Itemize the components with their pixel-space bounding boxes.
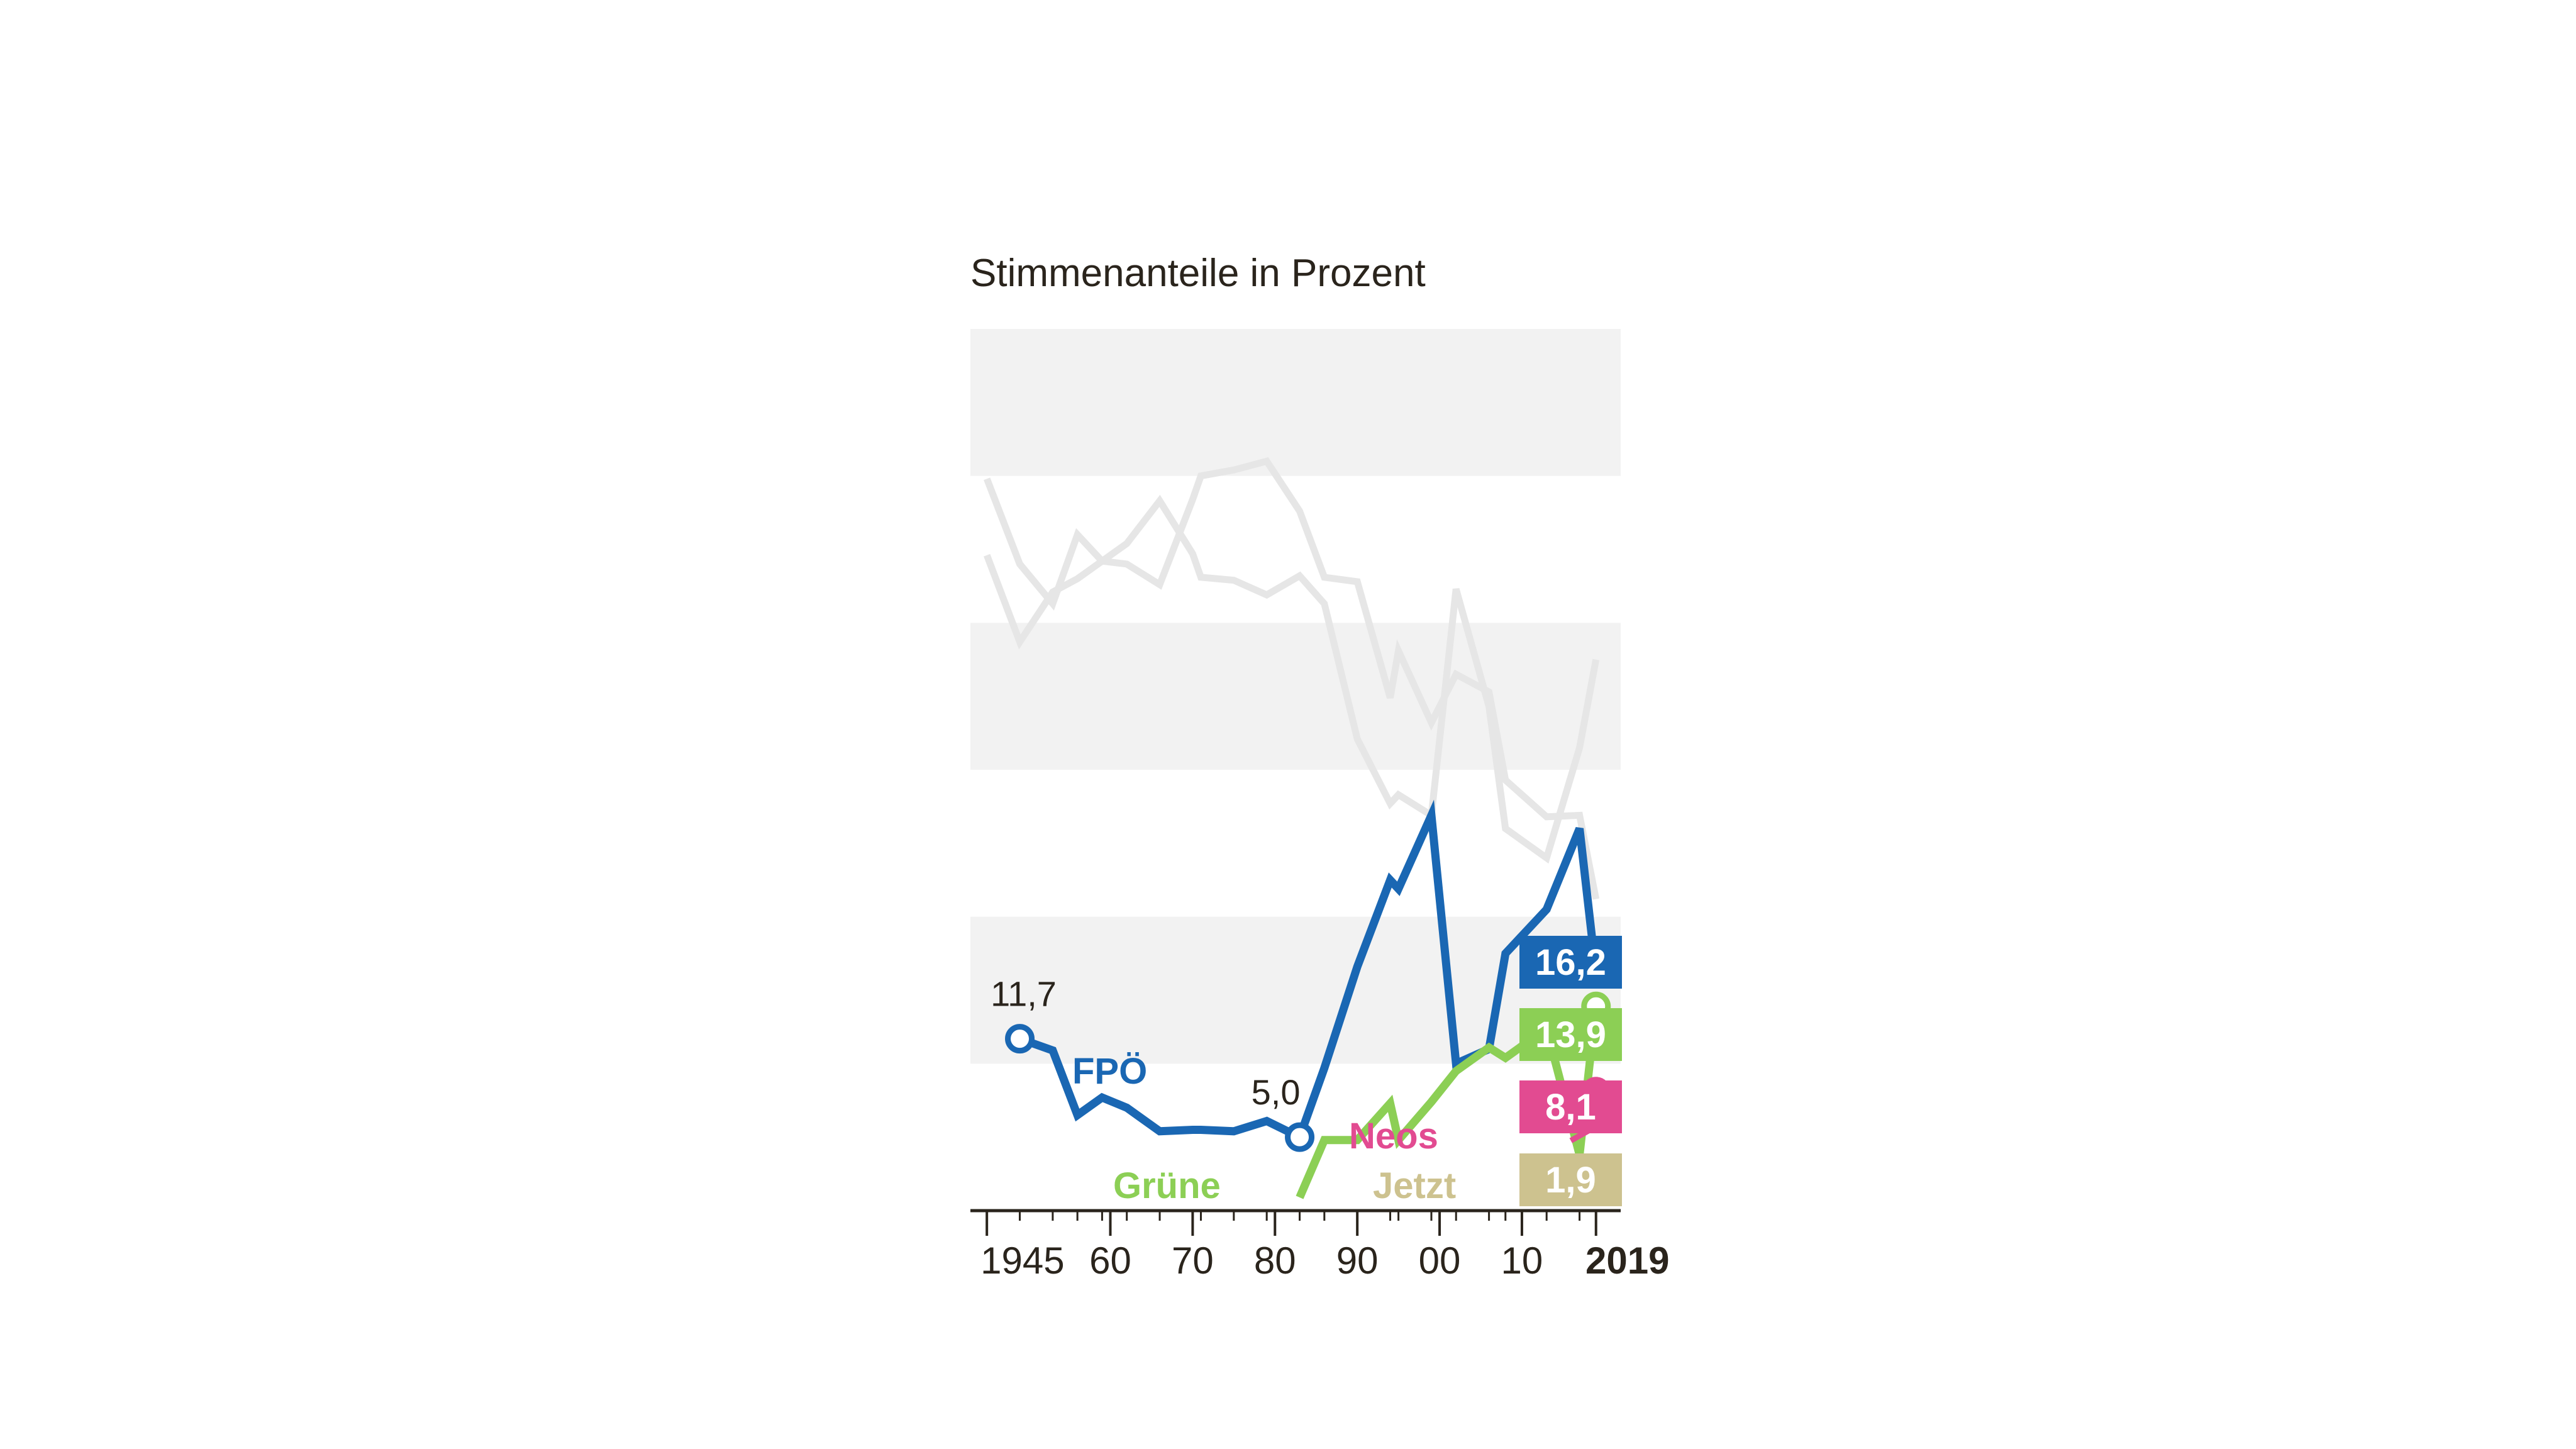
x-tick-label: 80: [1254, 1240, 1296, 1282]
x-tick-label: 1945: [980, 1240, 1064, 1282]
series-line-fpö: [1018, 799, 1601, 1143]
end-value-fpoe: 16,2: [1535, 942, 1606, 983]
x-tick-label: 60: [1089, 1240, 1131, 1282]
x-tick-label: 00: [1419, 1240, 1461, 1282]
context-lines: [984, 457, 1600, 900]
fpo-1983-value: 5,0: [1252, 1072, 1301, 1112]
end-value-box-jetzt: [1519, 1153, 1622, 1206]
x-tick-label: 90: [1336, 1240, 1379, 1282]
end-value-box-gruene: [1519, 1008, 1622, 1061]
end-value-jetzt: 1,9: [1545, 1160, 1596, 1201]
fpo-start-marker: [1005, 1024, 1035, 1054]
grid-band: [970, 329, 1621, 476]
context-series-line: [984, 457, 1600, 900]
fpo-1983-marker: [1285, 1122, 1315, 1152]
end-value-gruene: 13,9: [1535, 1014, 1606, 1055]
end-value-box-fpoe: [1519, 936, 1622, 989]
end-value-neos: 8,1: [1545, 1087, 1596, 1128]
grid-band: [970, 623, 1621, 770]
series-label-fpoe: FPÖ: [1072, 1051, 1147, 1092]
x-tick-label: 10: [1501, 1240, 1543, 1282]
chart-labels: 11,7 5,0 FPÖ Grüne Neos Jetzt 16,2 13,9 8,1 1,9: [991, 936, 1622, 1206]
x-axis: 1945 60 70 80 90 00 10 2019: [970, 1209, 1669, 1282]
fpo-start-value: 11,7: [991, 974, 1057, 1014]
x-tick-label: 70: [1172, 1240, 1214, 1282]
chart-title: Stimmenanteile in Prozent: [970, 252, 1426, 295]
series-label-jetzt: Jetzt: [1373, 1165, 1456, 1206]
x-tick-label: 2019: [1585, 1240, 1669, 1282]
context-series-line: [984, 477, 1600, 864]
series-label-neos: Neos: [1349, 1116, 1438, 1157]
series-label-gruene: Grüne: [1113, 1165, 1221, 1206]
end-value-box-neos: [1519, 1080, 1622, 1133]
